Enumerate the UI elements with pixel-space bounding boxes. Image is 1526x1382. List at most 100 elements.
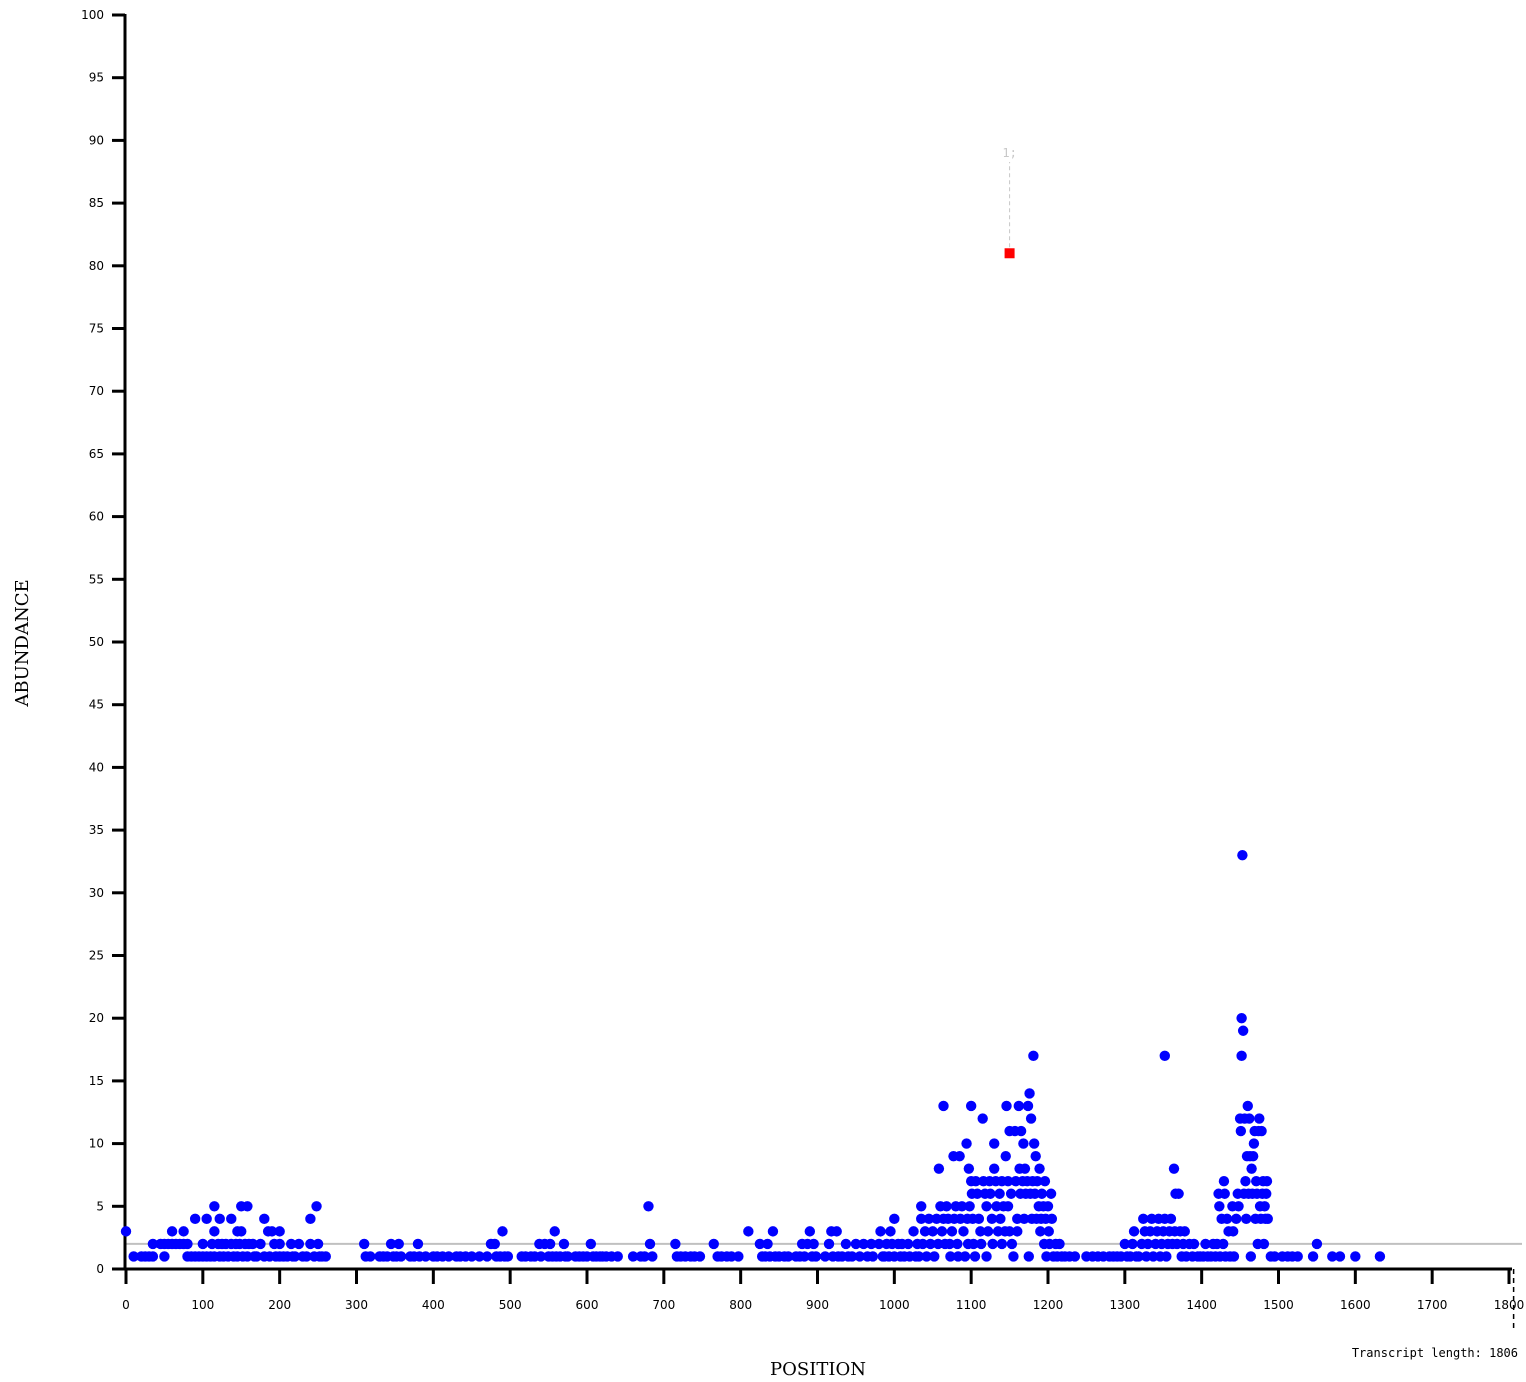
data-point [1159,1050,1170,1062]
data-point [1025,1113,1037,1124]
x-tick-label: 600 [576,1298,599,1312]
y-tick-label: 60 [89,510,104,524]
data-point [385,1238,397,1250]
data-point [1218,1176,1230,1187]
x-tick-label: 1000 [879,1298,910,1312]
data-point [412,1238,424,1250]
data-point [247,1238,258,1250]
data-point [963,1163,975,1174]
data-point [1168,1163,1180,1174]
data-point [913,1251,925,1262]
data-point [767,1226,779,1237]
x-tick-label: 200 [268,1298,291,1312]
data-point [938,1100,949,1112]
data-point [544,1238,556,1250]
data-point [977,1113,988,1124]
data-point [1247,1150,1259,1162]
data-point [1350,1251,1361,1262]
data-point [259,1213,270,1225]
data-point [989,1138,1000,1149]
data-point [1235,1125,1247,1137]
x-tick-label: 1300 [1110,1298,1141,1312]
data-point [1000,1150,1011,1162]
y-tick-label: 65 [89,447,104,461]
data-point [301,1251,312,1262]
data-point [917,1238,928,1250]
y-tick-label: 5 [96,1199,104,1213]
data-point [1008,1251,1019,1262]
x-tick-label: 700 [652,1298,675,1312]
data-point [1005,1188,1017,1199]
data-point [1012,1226,1023,1237]
data-point [754,1238,766,1250]
data-point [1307,1251,1319,1262]
data-point [956,1201,968,1212]
data-point [1173,1188,1184,1199]
y-tick-label: 15 [89,1074,104,1088]
data-point [969,1251,981,1262]
data-point [1006,1238,1018,1250]
y-tick-label: 40 [89,760,104,774]
data-point [808,1238,819,1250]
data-point [985,1188,996,1199]
y-tick-label: 25 [89,949,104,963]
x-tick-label: 1800 [1494,1298,1525,1312]
y-tick-label: 90 [89,133,104,147]
data-point [823,1238,835,1250]
data-point [762,1238,773,1250]
data-point [1246,1163,1257,1174]
data-point [916,1201,927,1212]
data-point [1042,1201,1054,1212]
data-point [293,1238,305,1250]
data-point [921,1251,932,1262]
data-point [320,1251,331,1262]
y-tick-label: 20 [89,1011,104,1025]
data-point [266,1226,278,1237]
x-tick-label: 300 [345,1298,368,1312]
data-point [242,1201,253,1212]
data-point [549,1226,560,1237]
data-point [1002,1201,1014,1212]
data-point [1237,849,1248,861]
data-point [535,1251,547,1262]
y-tick-label: 75 [89,322,104,336]
data-point [875,1226,886,1237]
data-point [944,1238,955,1250]
data-point [1004,1226,1015,1237]
data-point [166,1226,178,1237]
x-tick-label: 1500 [1263,1298,1294,1312]
data-point [1119,1238,1131,1250]
data-point [1024,1088,1035,1099]
data-point [975,1226,986,1237]
data-point [1242,1100,1253,1112]
data-point [1165,1213,1177,1225]
data-point [873,1238,885,1250]
y-tick-label: 10 [89,1137,104,1151]
x-tick-label: 1400 [1186,1298,1217,1312]
data-point [1236,1013,1247,1024]
data-point [1013,1100,1025,1112]
data-point [1043,1226,1054,1237]
data-point [945,1251,956,1262]
data-point [214,1213,225,1225]
data-point [923,1213,935,1225]
data-point [585,1238,597,1250]
data-point [933,1163,945,1174]
data-point [1054,1238,1065,1250]
data-point [1200,1238,1211,1250]
data-point [644,1238,656,1250]
y-tick-label: 80 [89,259,104,273]
data-point [120,1226,132,1237]
data-point [970,1176,981,1187]
data-point [1018,1213,1030,1225]
data-point [989,1163,1000,1174]
data-point [201,1213,212,1225]
data-point [1259,1201,1270,1212]
data-point [1019,1163,1031,1174]
data-point [502,1251,514,1262]
data-point [1032,1176,1043,1187]
data-point [982,1226,994,1237]
data-point [178,1226,189,1237]
data-point [867,1251,879,1262]
data-point [1028,1138,1040,1149]
